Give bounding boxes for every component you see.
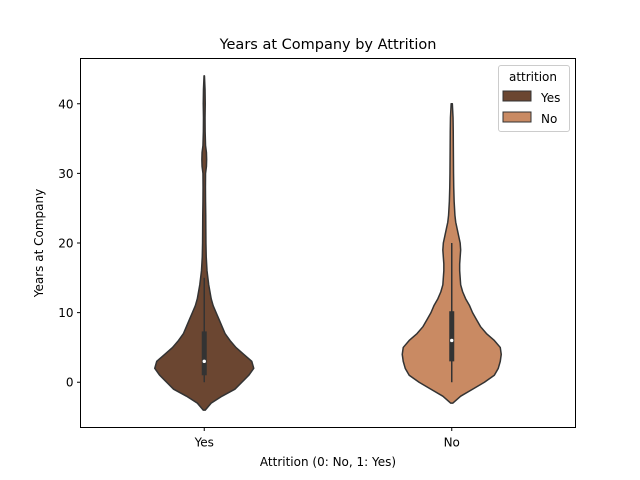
x-axis: Yes No	[194, 427, 460, 450]
y-tick-label: 30	[58, 167, 73, 181]
y-axis: 0 10 20 30 40	[58, 97, 81, 390]
chart-title: Years at Company by Attrition	[219, 37, 437, 53]
y-axis-label: Years at Company	[32, 189, 46, 298]
median-dot-yes	[202, 359, 206, 364]
legend-label-yes: Yes	[540, 91, 560, 105]
violin-yes	[154, 75, 255, 411]
y-tick-label: 20	[58, 237, 73, 251]
x-tick-label: Yes	[194, 436, 214, 450]
median-dot-no	[450, 338, 454, 343]
x-tick-label: No	[444, 436, 460, 450]
legend-swatch-no	[502, 111, 532, 123]
y-tick-label: 10	[58, 306, 73, 320]
y-tick-label: 0	[66, 376, 74, 390]
y-tick-label: 40	[58, 97, 73, 111]
legend-title: attrition	[509, 70, 557, 84]
legend-swatch-yes	[502, 90, 532, 102]
iqr-box-no	[449, 311, 455, 362]
x-axis-label: Attrition (0: No, 1: Yes)	[260, 455, 396, 469]
plot-area	[154, 75, 502, 411]
legend-label-no: No	[541, 112, 557, 126]
iqr-box-yes	[201, 331, 207, 376]
legend: attrition Yes No	[498, 65, 570, 132]
